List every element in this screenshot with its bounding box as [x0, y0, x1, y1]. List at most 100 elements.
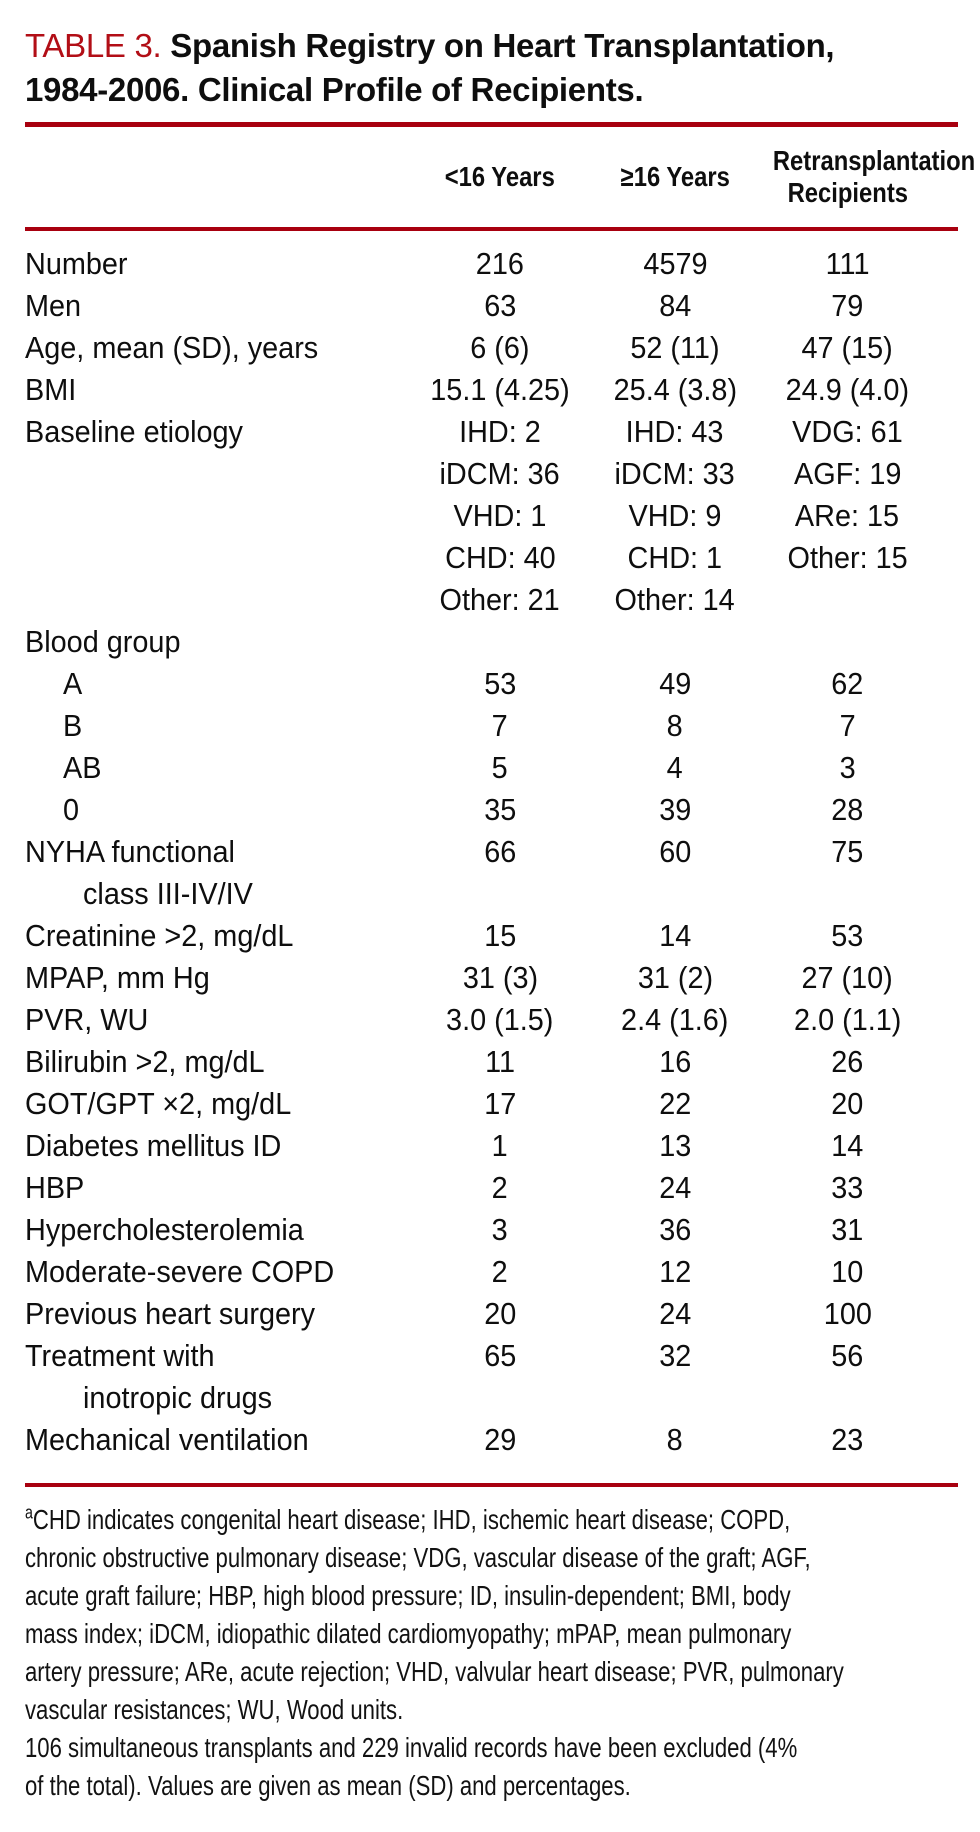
row-label-text: Mechanical ventilation	[25, 1422, 309, 1457]
table-row: iDCM: 36 iDCM: 33 AGF: 19	[25, 453, 958, 495]
cell-value: 14	[595, 915, 755, 957]
table-row: Mechanical ventilation 29 8 23	[25, 1419, 958, 1461]
cell-value-text: Other: 21	[439, 582, 561, 617]
cell-value-text: 79	[831, 288, 864, 323]
cell-value	[595, 621, 755, 663]
cell-value-text: 36	[658, 1212, 692, 1247]
table-row: Moderate-severe COPD 2 12 10	[25, 1251, 958, 1293]
row-label: Blood group	[25, 621, 405, 663]
cell-value-text: VHD: 9	[628, 498, 722, 533]
cell-value-text: 39	[658, 792, 692, 827]
cell-value-text: 25.4 (3.8)	[613, 372, 737, 407]
cell-value: 11	[405, 1041, 595, 1083]
row-label: Number	[25, 243, 405, 285]
cell-value-text: 5	[491, 750, 509, 785]
cell-value-text: IHD: 43	[626, 414, 724, 449]
cell-value: 111	[755, 243, 940, 285]
cell-value: 2.0 (1.1)	[755, 999, 940, 1041]
cell-value: ARe: 15	[755, 495, 940, 537]
cell-value: 53	[755, 915, 940, 957]
table-header-row: <16 Years ≥16 Years Retransplantation Re…	[25, 127, 976, 227]
row-label: Treatment with	[25, 1335, 405, 1377]
table-row: Bilirubin >2, mg/dL 11 16 26	[25, 1041, 958, 1083]
row-label: Previous heart surgery	[25, 1293, 405, 1335]
cell-value-text: 1	[491, 1128, 509, 1163]
table-row: Treatment with 65 32 56	[25, 1335, 958, 1377]
cell-value: 33	[755, 1167, 940, 1209]
cell-value: 66	[405, 831, 595, 873]
cell-value-text: 26	[831, 1044, 864, 1079]
cell-value-text: CHD: 40	[444, 540, 556, 575]
row-label-text: B	[63, 708, 83, 743]
row-label: AB	[25, 747, 405, 789]
cell-value-text: 28	[831, 792, 864, 827]
row-label: Creatinine >2, mg/dL	[25, 915, 405, 957]
cell-value: 65	[405, 1335, 595, 1377]
row-label	[25, 579, 405, 621]
cell-value: 32	[595, 1335, 755, 1377]
cell-value-text: 8	[666, 1422, 684, 1457]
cell-value-text: 29	[483, 1422, 517, 1457]
cell-value: 36	[595, 1209, 755, 1251]
cell-value: 2.4 (1.6)	[595, 999, 755, 1041]
cell-value: 20	[755, 1083, 940, 1125]
cell-value-text: 65	[483, 1338, 517, 1373]
cell-value-text: IHD: 2	[459, 414, 541, 449]
cell-value-text: AGF: 19	[793, 456, 902, 491]
cell-value: 52 (11)	[595, 327, 755, 369]
cell-value: 29	[405, 1419, 595, 1461]
cell-value-text: 47 (15)	[801, 330, 894, 365]
cell-value-text: Other: 15	[787, 540, 908, 575]
cell-value: 75	[755, 831, 940, 873]
footnote-line: vascular resistances; WU, Wood units.	[25, 1694, 404, 1725]
cell-value	[405, 873, 595, 915]
cell-value: 20	[405, 1293, 595, 1335]
row-label-text: Previous heart surgery	[25, 1296, 316, 1331]
table-row: Other: 21 Other: 14	[25, 579, 958, 621]
footnote-line: aCHD indicates congenital heart disease;…	[25, 1502, 791, 1535]
cell-value	[405, 621, 595, 663]
cell-value: 60	[595, 831, 755, 873]
column-header-under16: <16 Years	[444, 161, 556, 192]
cell-value-text: 52 (11)	[630, 330, 720, 365]
cell-value: IHD: 2	[405, 411, 595, 453]
row-label-text: inotropic drugs	[83, 1380, 273, 1415]
cell-value-text: 100	[823, 1296, 872, 1331]
row-label: BMI	[25, 369, 405, 411]
cell-value: 8	[595, 1419, 755, 1461]
table-row: VHD: 1 VHD: 9 ARe: 15	[25, 495, 958, 537]
cell-value-text: 8	[666, 708, 684, 743]
row-label: NYHA functional	[25, 831, 405, 873]
cell-value-text: 75	[831, 834, 864, 869]
cell-value-text: 33	[831, 1170, 864, 1205]
table-row: Previous heart surgery 20 24 100	[25, 1293, 958, 1335]
cell-value: 4579	[595, 243, 755, 285]
cell-value-text: 16	[658, 1044, 692, 1079]
row-label-text: PVR, WU	[25, 1002, 149, 1037]
cell-value-text: 2	[491, 1254, 509, 1289]
table-row: inotropic drugs	[25, 1377, 958, 1419]
row-label: B	[25, 705, 405, 747]
cell-value: 14	[755, 1125, 940, 1167]
column-header-retransplantation: Retransplantation Recipients	[772, 145, 976, 208]
cell-value: 62	[755, 663, 940, 705]
cell-value: CHD: 40	[405, 537, 595, 579]
cell-value-text: 20	[831, 1086, 864, 1121]
row-label-text: Baseline etiology	[25, 414, 243, 449]
row-label: Diabetes mellitus ID	[25, 1125, 405, 1167]
row-label-text: Diabetes mellitus ID	[25, 1128, 282, 1163]
cell-value-text: 27 (10)	[801, 960, 894, 995]
table-row: PVR, WU 3.0 (1.5) 2.4 (1.6) 2.0 (1.1)	[25, 999, 958, 1041]
cell-value: 24.9 (4.0)	[755, 369, 940, 411]
cell-value: 7	[405, 705, 595, 747]
cell-value: 22	[595, 1083, 755, 1125]
table-number-label: TABLE 3.	[25, 27, 162, 64]
cell-value: Other: 15	[755, 537, 940, 579]
row-label: GOT/GPT ×2, mg/dL	[25, 1083, 405, 1125]
row-label	[25, 453, 405, 495]
table-row: Men 63 84 79	[25, 285, 958, 327]
footnote-superscript: a	[25, 1502, 33, 1523]
table-row: Number 216 4579 111	[25, 243, 958, 285]
row-label-text: NYHA functional	[25, 834, 235, 869]
row-label-text: Age, mean (SD), years	[25, 330, 319, 365]
